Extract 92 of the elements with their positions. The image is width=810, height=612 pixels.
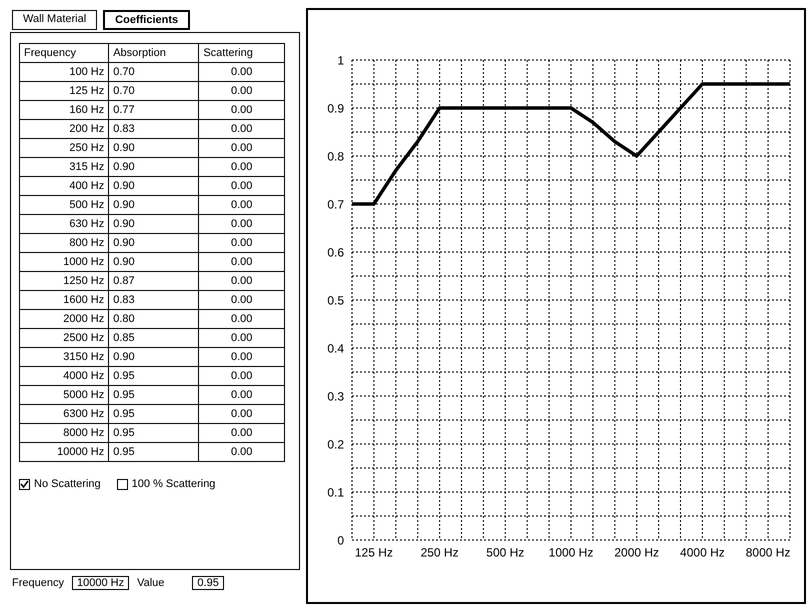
text: 100 Hz [20,62,109,82]
x-tick-label: 2000 Hz [614,546,660,560]
text: 1600 Hz [20,290,109,310]
text: 0.00 [198,386,284,404]
text: 0.95 [192,576,224,590]
text: 3150 Hz [20,348,109,366]
y-tick-label: 0.7 [327,197,344,212]
text: 0.90 [108,158,199,176]
x-tick-label: 125 Hz [354,546,393,560]
text: 1250 Hz [20,272,109,290]
text: 0.90 [108,138,199,158]
text: 0.70 [108,62,199,82]
y-tick-label: 1 [337,53,344,68]
text: 0.00 [198,120,284,138]
text: Scattering [198,44,284,62]
text: 0.00 [198,234,284,252]
text: 0.00 [198,100,284,120]
text: 160 Hz [20,100,109,120]
y-tick-label: 0.6 [327,245,344,260]
y-tick-label: 0.8 [327,149,344,164]
text: 800 Hz [20,234,109,252]
text: 0.00 [198,138,284,158]
text: 2000 Hz [20,310,109,328]
text: 125 Hz [20,82,109,100]
text: 630 Hz [20,214,109,234]
text: 500 Hz [20,196,109,214]
text: Absorption [108,44,199,62]
text: 0.95 [108,442,199,462]
text: 0.00 [198,290,284,310]
text: 0.00 [198,158,284,176]
x-tick-label: 250 Hz [420,546,459,560]
text: 0.00 [198,424,284,442]
text: 2500 Hz [20,328,109,348]
text: 1000 Hz [20,252,109,272]
text: 315 Hz [20,158,109,176]
text: 0.95 [108,386,199,404]
text: 10000 Hz [72,576,130,590]
text: 250 Hz [20,138,109,158]
text: 4000 Hz [20,366,109,386]
y-tick-label: 0.4 [327,341,344,356]
text: Frequency [12,577,64,589]
text: 0.83 [108,120,199,138]
text: No Scattering [33,478,101,490]
text: 0.90 [108,252,199,272]
x-tick-label: 4000 Hz [680,546,725,560]
text: 0.00 [198,366,284,386]
text: 0.00 [198,310,284,328]
text: 0.90 [108,214,199,234]
text: 0.00 [198,272,284,290]
text: 0.77 [108,100,199,120]
text: 0.85 [108,328,199,348]
text: Frequency [20,44,109,62]
x-tick-label: 500 Hz [486,546,524,560]
text: Coefficients [103,10,190,30]
text: 0.90 [108,196,199,214]
text: 200 Hz [20,120,109,138]
text: 0.00 [198,62,284,82]
y-tick-label: 0 [337,533,344,548]
y-tick-label: 0.2 [327,437,344,452]
text: 0.83 [108,290,199,310]
text: 0.00 [198,404,284,424]
text: Wall Material [12,10,98,30]
text: 0.90 [108,348,199,366]
text: 100 % Scattering [130,478,216,490]
text: 0.90 [108,234,199,252]
text: 0.00 [198,196,284,214]
text: Value [137,577,164,589]
y-tick-label: 0.1 [327,485,344,500]
text: 10000 Hz [20,442,109,462]
y-tick-label: 0.5 [327,293,344,308]
text: 0.95 [108,404,199,424]
text: 8000 Hz [20,424,109,442]
text: 0.00 [198,442,284,462]
text: 0.80 [108,310,199,328]
y-tick-label: 0.9 [327,101,344,116]
text: 0.70 [108,82,199,100]
text: 0.87 [108,272,199,290]
text: 0.00 [198,214,284,234]
text: 0.00 [198,252,284,272]
text: 0.90 [108,176,199,196]
text: 0.95 [108,424,199,442]
text: 0.95 [108,366,199,386]
text: 0.00 [198,328,284,348]
text: 5000 Hz [20,386,109,404]
text: 0.00 [198,348,284,366]
text: 0.00 [198,82,284,100]
text: 6300 Hz [20,404,109,424]
x-tick-label: 8000 Hz [746,546,790,560]
text: 0.00 [198,176,284,196]
x-tick-label: 1000 Hz [548,546,594,560]
text: 400 Hz [20,176,109,196]
y-tick-label: 0.3 [327,389,344,404]
